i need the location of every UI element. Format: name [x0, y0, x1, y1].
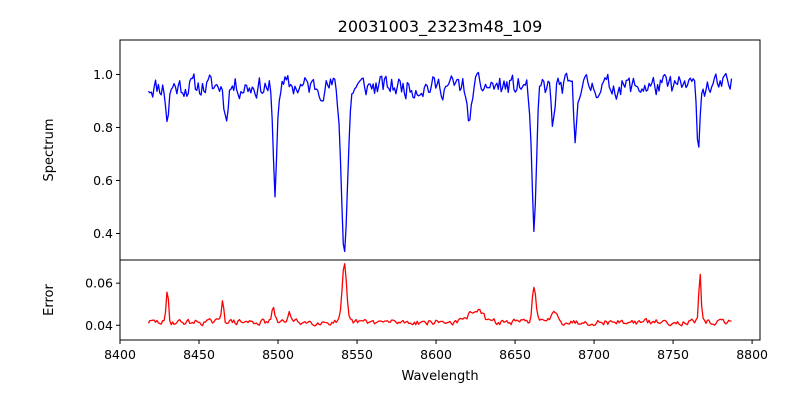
y-tick-label: 0.6 — [93, 173, 113, 188]
x-tick-label: 8700 — [578, 347, 610, 362]
x-tick-label: 8800 — [736, 347, 768, 362]
spectrum-y-label: Spectrum — [42, 119, 57, 182]
error-x-ticks: 8400 8450 8500 8550 8600 8650 8700 8750 8800 — [104, 340, 768, 362]
x-tick-label: 8600 — [420, 347, 452, 362]
error-y-label: Error — [42, 284, 57, 316]
x-axis-label: Wavelength — [401, 369, 478, 384]
y-tick-label: 1.0 — [93, 67, 113, 82]
y-tick-label: 0.06 — [85, 276, 113, 291]
y-tick-label: 0.04 — [85, 318, 113, 333]
error-panel: 0.04 0.06 8400 8450 8500 8550 8600 8650 8700 875… — [42, 259, 768, 384]
spectrum-series — [147, 71, 733, 253]
spectrum-panel: 0.4 0.6 0.8 1.0 Spectrum — [42, 39, 761, 261]
error-line — [147, 263, 732, 327]
x-tick-label: 8650 — [499, 347, 531, 362]
error-series — [147, 263, 732, 327]
y-tick-label: 0.8 — [93, 120, 113, 135]
x-tick-label: 8400 — [104, 347, 136, 362]
y-tick-label: 0.4 — [93, 226, 113, 241]
x-tick-label: 8550 — [341, 347, 373, 362]
spectrum-axes-frame — [119, 39, 761, 261]
x-tick-label: 8450 — [183, 347, 215, 362]
x-tick-label: 8750 — [657, 347, 689, 362]
error-axes-frame — [119, 259, 761, 341]
spectrum-y-ticks: 0.4 0.6 0.8 1.0 — [93, 67, 120, 241]
spectrum-line — [147, 71, 733, 253]
error-y-ticks: 0.04 0.06 — [85, 276, 120, 333]
x-tick-label: 8500 — [262, 347, 294, 362]
chart-title: 20031003_2323m48_109 — [338, 17, 543, 37]
